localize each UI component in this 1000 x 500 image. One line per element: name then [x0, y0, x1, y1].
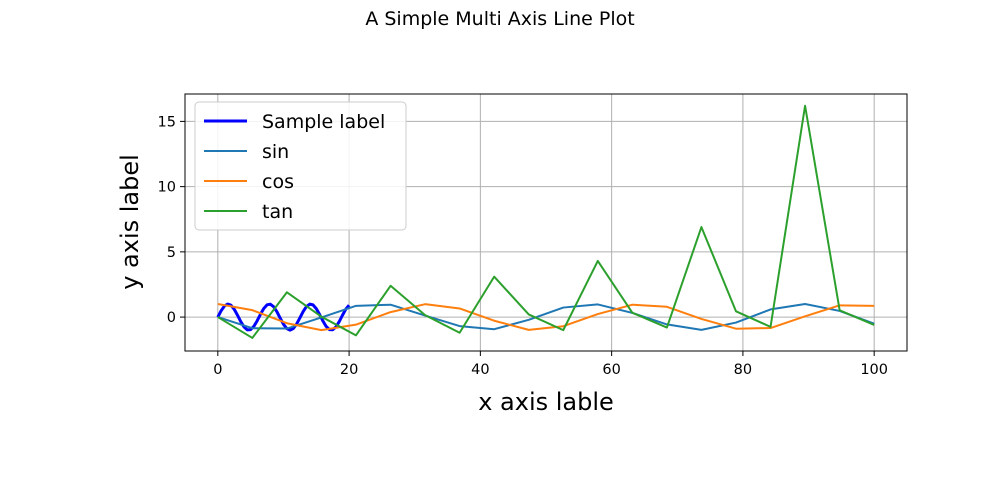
series-line-cos [217, 303, 875, 332]
x-tick-label: 80 [734, 362, 752, 378]
y-tick-label: 15 [158, 114, 176, 130]
series-line-sample-label [216, 302, 351, 332]
y-tick-label: 5 [167, 245, 176, 261]
chart-title: A Simple Multi Axis Line Plot [365, 8, 634, 30]
y-axis-ticks: 0 5 10 15 [158, 114, 185, 326]
legend-box [194, 101, 407, 231]
series-line-sin [217, 303, 875, 331]
y-tick-label: 0 [167, 310, 176, 326]
plot-frame [184, 93, 908, 352]
x-axis-label: x axis lable [478, 388, 614, 416]
x-tick-label: 20 [340, 362, 358, 378]
legend: Sample label sin cos tan [194, 101, 407, 231]
y-axis-label: y axis label [116, 154, 144, 290]
y-tick-label: 10 [158, 180, 176, 196]
x-tick-label: 60 [602, 362, 620, 378]
grid-lines [185, 94, 907, 351]
legend-entry: cos [262, 171, 294, 193]
x-tick-label: 100 [860, 362, 888, 378]
series-line-tan [217, 104, 875, 339]
x-tick-label: 40 [471, 362, 489, 378]
x-tick-label: 0 [213, 362, 222, 378]
legend-entry: tan [262, 201, 293, 223]
plot-lines [216, 104, 875, 339]
legend-entry: sin [262, 141, 289, 163]
legend-entry: Sample label [262, 111, 385, 133]
x-axis-ticks: 0 20 40 60 80 100 [213, 351, 888, 378]
